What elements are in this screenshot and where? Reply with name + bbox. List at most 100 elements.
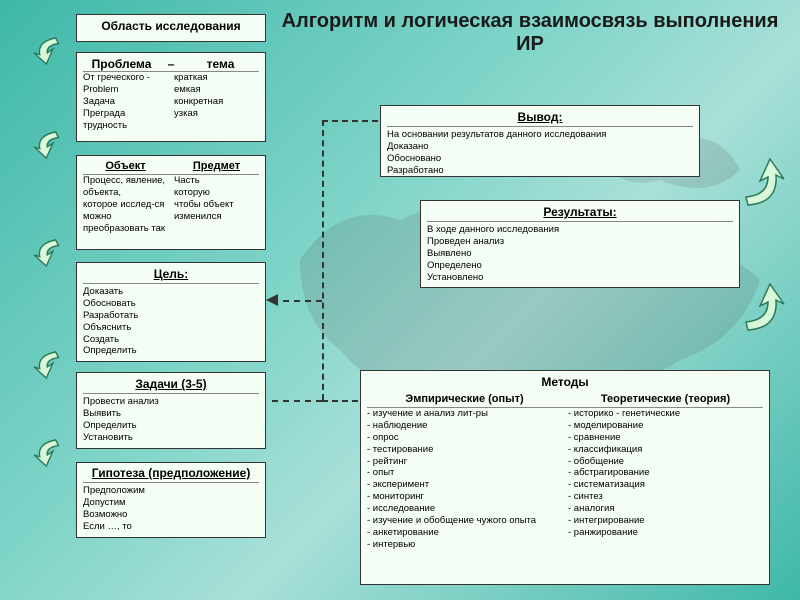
box-problem: Проблема – тема От греческого -ProblemЗа…	[76, 52, 266, 142]
list-item: - систематизация	[568, 479, 763, 491]
methods-head: Методы	[367, 375, 763, 391]
methods-col1-head: Эмпирические (опыт)	[367, 393, 562, 407]
list-item: Обосновано	[387, 153, 693, 165]
list-item: Создать	[83, 334, 259, 346]
list-item: Обосновать	[83, 298, 259, 310]
box-area: Область исследования	[76, 14, 266, 42]
area-head: Область исследования	[83, 19, 259, 35]
list-item: - моделирование	[568, 420, 763, 432]
list-item: - интегрирование	[568, 515, 763, 527]
tasks-head: Задачи (3-5)	[83, 377, 259, 394]
dash-connector	[322, 120, 324, 400]
list-item: чтобы объект	[174, 199, 259, 211]
list-item: Определено	[427, 260, 733, 272]
list-item: - интервью	[367, 539, 562, 551]
results-head: Результаты:	[427, 205, 733, 222]
flow-arrow-icon	[32, 438, 70, 468]
list-item: От греческого -	[83, 72, 168, 84]
list-item: - историко - генетические	[568, 408, 763, 420]
list-item: изменился	[174, 211, 259, 223]
list-item: Установлено	[427, 272, 733, 284]
goal-head: Цель:	[83, 267, 259, 284]
list-item: которое исслед-ся	[83, 199, 168, 211]
list-item: емкая	[174, 84, 259, 96]
list-item: преобразовать так	[83, 223, 168, 235]
list-item: трудность	[83, 120, 168, 132]
list-item: краткая	[174, 72, 259, 84]
conclusion-lead: На основании результатов данного исследо…	[387, 129, 693, 141]
flow-arrow-icon	[32, 238, 70, 268]
list-item: можно	[83, 211, 168, 223]
list-item: - обобщение	[568, 456, 763, 468]
dash-arrowhead-icon	[266, 294, 278, 306]
box-object: Объект Предмет Процесс, явление,объекта,…	[76, 155, 266, 250]
list-item: - абстрагирование	[568, 467, 763, 479]
box-methods: Методы Эмпирические (опыт) Теоретические…	[360, 370, 770, 585]
list-item: - наблюдение	[367, 420, 562, 432]
list-item: Выявить	[83, 408, 259, 420]
problem-head-left: Проблема	[83, 57, 160, 71]
list-item: - изучение и анализ лит-ры	[367, 408, 562, 420]
list-item: которую	[174, 187, 259, 199]
object-head-left: Объект	[83, 160, 168, 174]
list-item: Выявлено	[427, 248, 733, 260]
list-item: - классификация	[568, 444, 763, 456]
box-tasks: Задачи (3-5) Провести анализВыявитьОпред…	[76, 372, 266, 449]
problem-head-mid: –	[166, 57, 176, 71]
list-item: - ранжирование	[568, 527, 763, 539]
list-item: - аналогия	[568, 503, 763, 515]
list-item: - тестирование	[367, 444, 562, 456]
results-lead: В ходе данного исследования	[427, 224, 733, 236]
problem-head-right: тема	[182, 57, 259, 71]
list-item: Problem	[83, 84, 168, 96]
list-item: Разработано	[387, 165, 693, 177]
box-hypothesis: Гипотеза (предположение) ПредположимДопу…	[76, 462, 266, 538]
flow-arrow-icon	[32, 350, 70, 380]
list-item: узкая	[174, 108, 259, 120]
return-arrow-icon	[738, 155, 788, 215]
dash-connector	[272, 300, 322, 302]
dash-connector	[322, 120, 378, 122]
box-conclusion: Вывод: На основании результатов данного …	[380, 105, 700, 177]
list-item: Определить	[83, 420, 259, 432]
list-item: - сравнение	[568, 432, 763, 444]
list-item: Доказано	[387, 141, 693, 153]
list-item: - опрос	[367, 432, 562, 444]
list-item: Разработать	[83, 310, 259, 322]
list-item: объекта,	[83, 187, 168, 199]
return-arrow-icon	[738, 280, 788, 340]
flow-arrow-icon	[32, 36, 70, 66]
list-item: Допустим	[83, 497, 259, 509]
conclusion-head: Вывод:	[387, 110, 693, 127]
list-item: Определить	[83, 345, 259, 357]
list-item: Предположим	[83, 485, 259, 497]
list-item: Установить	[83, 432, 259, 444]
object-head-right: Предмет	[174, 160, 259, 174]
list-item: Преграда	[83, 108, 168, 120]
hypothesis-head: Гипотеза (предположение)	[83, 467, 259, 483]
list-item: - рейтинг	[367, 456, 562, 468]
list-item: Проведен анализ	[427, 236, 733, 248]
list-item: - синтез	[568, 491, 763, 503]
list-item: - изучение и обобщение чужого опыта	[367, 515, 562, 527]
box-goal: Цель: ДоказатьОбосноватьРазработатьОбъяс…	[76, 262, 266, 362]
list-item: Если …, то	[83, 521, 259, 533]
dash-connector	[272, 400, 322, 402]
flow-arrow-icon	[32, 130, 70, 160]
list-item: - опыт	[367, 467, 562, 479]
methods-col2-head: Теоретические (теория)	[568, 393, 763, 407]
list-item: Задача	[83, 96, 168, 108]
list-item: Объяснить	[83, 322, 259, 334]
list-item: Провести анализ	[83, 396, 259, 408]
list-item: - анкетирование	[367, 527, 562, 539]
box-results: Результаты: В ходе данного исследования …	[420, 200, 740, 288]
list-item: - мониторинг	[367, 491, 562, 503]
list-item: Возможно	[83, 509, 259, 521]
dash-connector	[322, 400, 358, 402]
list-item: - исследование	[367, 503, 562, 515]
list-item: конкретная	[174, 96, 259, 108]
list-item: Процесс, явление,	[83, 175, 168, 187]
list-item: - эксперимент	[367, 479, 562, 491]
list-item: Доказать	[83, 286, 259, 298]
list-item: Часть	[174, 175, 259, 187]
